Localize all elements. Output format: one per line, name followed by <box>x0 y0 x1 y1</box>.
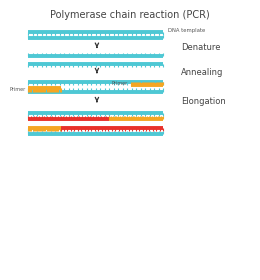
Text: Elongation: Elongation <box>181 97 226 106</box>
Text: Polymerase chain reaction (PCR): Polymerase chain reaction (PCR) <box>50 10 210 20</box>
Text: Annealing: Annealing <box>181 68 223 77</box>
Text: Primer: Primer <box>112 81 128 86</box>
Text: DNA template: DNA template <box>168 28 205 33</box>
Text: Denature: Denature <box>181 43 220 52</box>
Text: Primer: Primer <box>9 87 26 92</box>
